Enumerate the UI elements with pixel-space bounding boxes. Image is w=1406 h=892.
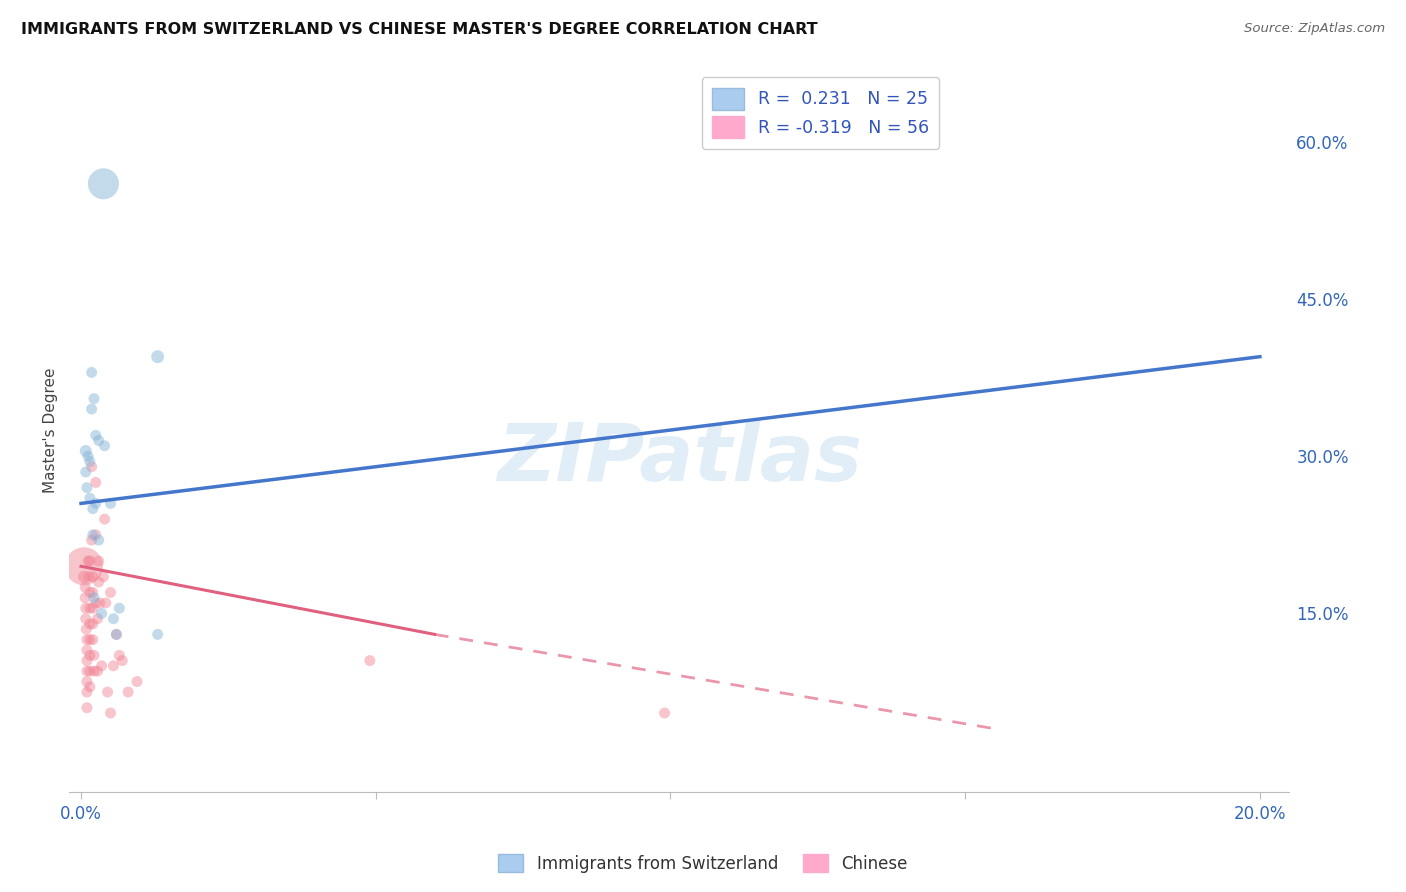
Point (87, 434, 110, 448)
Point (75, 601, 97, 615)
Point (117, 685, 139, 699)
Point (93, 177, 115, 191)
Point (84, 596, 107, 610)
Point (93, 439, 115, 453)
Point (86, 664, 108, 678)
Point (79, 648, 101, 663)
Point (103, 612, 125, 626)
Point (82, 616, 104, 631)
Point (82, 528, 104, 542)
Point (75, 580, 97, 594)
Point (76, 643, 98, 657)
Point (654, 706, 676, 720)
Point (82, 585, 104, 599)
Point (79, 601, 101, 615)
Point (87, 574, 110, 589)
Point (76, 654, 98, 668)
Point (108, 601, 131, 615)
Point (82, 632, 104, 647)
Point (73, 559, 96, 574)
Point (84, 528, 107, 542)
Point (83, 664, 105, 678)
Point (111, 654, 134, 668)
Point (89, 596, 111, 610)
Point (100, 706, 122, 720)
Point (80, 459, 103, 474)
Point (146, 627, 169, 641)
Point (103, 658, 125, 673)
Point (359, 654, 381, 668)
Point (94, 596, 117, 610)
Point (75, 612, 97, 626)
Point (83, 648, 105, 663)
Point (77, 570, 100, 584)
Point (100, 496, 122, 510)
Point (93, 570, 115, 584)
Legend: R =  0.231   N = 25, R = -0.319   N = 56: R = 0.231 N = 25, R = -0.319 N = 56 (702, 78, 939, 149)
Point (80, 366, 103, 380)
Point (76, 674, 98, 689)
Point (87, 533, 110, 547)
Point (77, 554, 100, 568)
Point (76, 700, 98, 714)
Point (87, 554, 110, 568)
Point (75, 591, 97, 605)
Point (79, 680, 101, 694)
Point (86, 612, 108, 626)
Point (79, 664, 101, 678)
Point (82, 570, 104, 584)
Text: ZIPatlas: ZIPatlas (496, 420, 862, 498)
Point (84, 496, 107, 510)
Point (79, 616, 101, 631)
Point (108, 648, 131, 663)
Point (125, 674, 148, 689)
Text: Source: ZipAtlas.com: Source: ZipAtlas.com (1244, 22, 1385, 36)
Point (76, 664, 98, 678)
Point (79, 632, 101, 647)
Point (84, 428, 107, 442)
Point (146, 350, 169, 364)
Point (90, 658, 112, 673)
Point (83, 591, 105, 605)
Point (75, 444, 97, 458)
Point (79, 454, 101, 468)
Point (79, 491, 101, 505)
Point (79, 585, 101, 599)
Point (77, 449, 100, 463)
Point (96, 685, 118, 699)
Point (93, 512, 115, 526)
Point (105, 627, 128, 641)
Point (100, 585, 122, 599)
Point (76, 685, 98, 699)
Point (75, 622, 97, 636)
Point (82, 501, 104, 516)
Point (80, 402, 103, 417)
Point (75, 465, 97, 479)
Text: IMMIGRANTS FROM SWITZERLAND VS CHINESE MASTER'S DEGREE CORRELATION CHART: IMMIGRANTS FROM SWITZERLAND VS CHINESE M… (21, 22, 818, 37)
Point (82, 601, 104, 615)
Point (73, 570, 96, 584)
Point (76, 632, 98, 647)
Point (79, 554, 101, 568)
Point (105, 627, 128, 641)
Y-axis label: Master's Degree: Master's Degree (44, 368, 58, 492)
Point (83, 392, 105, 406)
Point (76, 481, 98, 495)
Point (90, 607, 112, 621)
Point (84, 475, 107, 490)
Point (80, 533, 103, 547)
Legend: Immigrants from Switzerland, Chinese: Immigrants from Switzerland, Chinese (492, 847, 914, 880)
